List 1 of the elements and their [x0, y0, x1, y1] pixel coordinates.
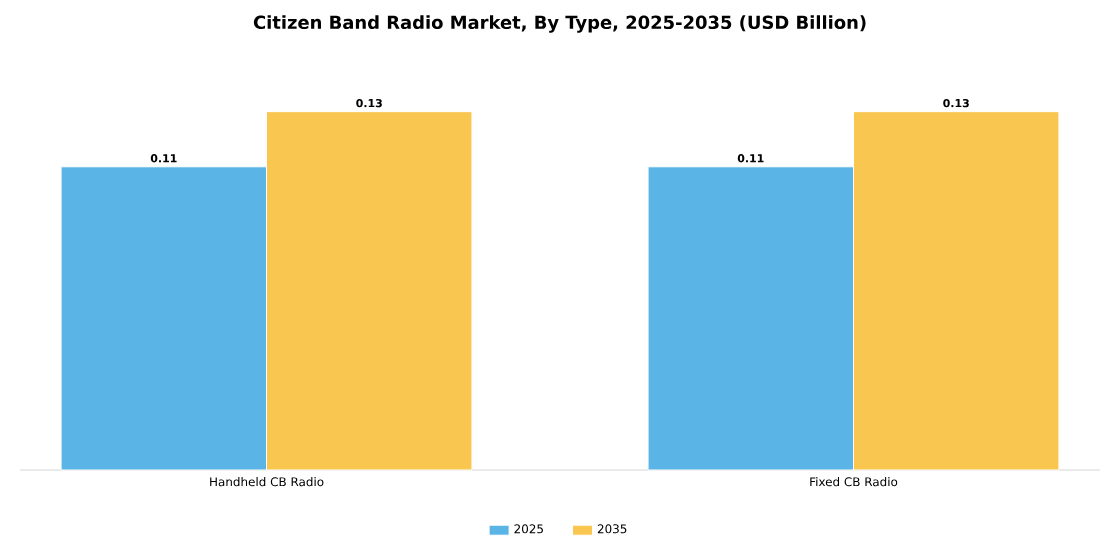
chart-title: Citizen Band Radio Market, By Type, 2025-2035 (USD Billion)	[253, 15, 866, 33]
